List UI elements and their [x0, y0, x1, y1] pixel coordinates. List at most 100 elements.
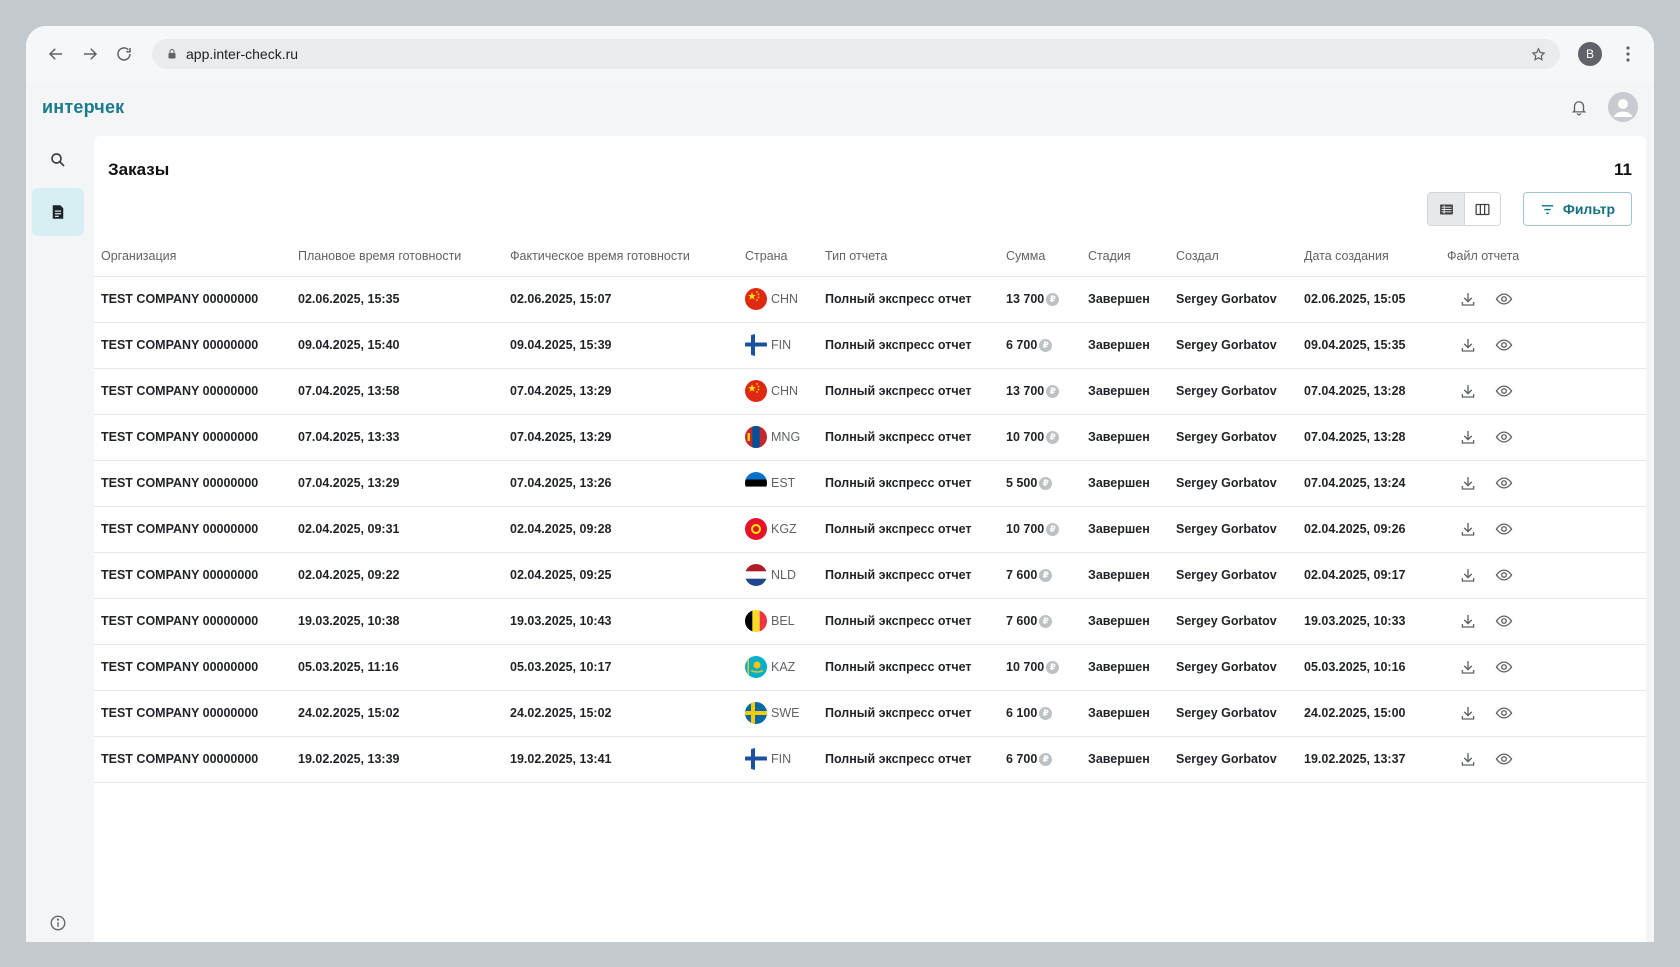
browser-menu-icon[interactable]: [1618, 46, 1638, 62]
bookmark-star-icon[interactable]: [1531, 46, 1546, 62]
cell-created-at: 09.04.2025, 15:35: [1297, 321, 1440, 368]
cell-sum: 10 700 ₽: [999, 643, 1081, 690]
download-icon[interactable]: [1459, 566, 1477, 584]
table-row[interactable]: TEST COMPANY 00000000 19.02.2025, 13:39 19…: [94, 735, 1646, 783]
cell-created-at: 02.04.2025, 09:17: [1297, 551, 1440, 598]
table-row[interactable]: TEST COMPANY 00000000 24.02.2025, 15:02 24…: [94, 689, 1646, 736]
download-icon[interactable]: [1459, 612, 1477, 630]
sum-value: 10 700: [1006, 430, 1045, 444]
eye-icon[interactable]: [1495, 520, 1513, 538]
table-row[interactable]: TEST COMPANY 00000000 07.04.2025, 13:58 07…: [94, 367, 1646, 414]
est-flag-icon: [745, 472, 767, 494]
col-header-country[interactable]: Страна: [745, 248, 788, 263]
cell-country: KGZ: [738, 505, 818, 552]
cell-planned: 07.04.2025, 13:33: [291, 413, 503, 460]
table-row[interactable]: TEST COMPANY 00000000 02.04.2025, 09:31 02…: [94, 505, 1646, 552]
columns-view-icon[interactable]: [1464, 193, 1500, 225]
col-header-org[interactable]: Организация: [101, 248, 177, 263]
app-logo[interactable]: интерчек: [42, 96, 125, 117]
sum-value: 13 700: [1006, 292, 1045, 306]
table-row[interactable]: TEST COMPANY 00000000 19.03.2025, 10:38 19…: [94, 597, 1646, 644]
country-code: FIN: [771, 752, 792, 766]
col-header-stage[interactable]: Стадия: [1088, 248, 1131, 263]
cell-stage: Завершен: [1081, 413, 1169, 460]
cell-created-by: Sergey Gorbatov: [1169, 551, 1297, 598]
eye-icon[interactable]: [1495, 474, 1513, 492]
browser-profile-avatar[interactable]: B: [1578, 42, 1602, 66]
cell-planned: 19.02.2025, 13:39: [291, 735, 503, 783]
sum-value: 13 700: [1006, 384, 1045, 398]
eye-icon[interactable]: [1495, 750, 1513, 768]
cell-country: EST: [738, 459, 818, 506]
cell-actual: 07.04.2025, 13:29: [503, 413, 738, 460]
eye-icon[interactable]: [1495, 428, 1513, 446]
download-icon[interactable]: [1459, 474, 1477, 492]
back-icon[interactable]: [42, 40, 70, 68]
eye-icon[interactable]: [1495, 336, 1513, 354]
col-header-report-type[interactable]: Тип отчета: [825, 248, 888, 263]
col-header-sum[interactable]: Сумма: [1006, 248, 1046, 263]
ruble-coin-icon: ₽: [1039, 614, 1053, 628]
col-header-planned[interactable]: Плановое время готовности: [298, 248, 462, 263]
info-icon[interactable]: [49, 914, 67, 932]
download-icon[interactable]: [1459, 750, 1477, 768]
cell-actual: 07.04.2025, 13:29: [503, 367, 738, 414]
filter-icon: [1540, 202, 1555, 217]
forward-icon[interactable]: [76, 40, 104, 68]
cell-country: BEL: [738, 597, 818, 644]
col-header-created-at[interactable]: Дата создания: [1304, 248, 1389, 263]
download-icon[interactable]: [1459, 336, 1477, 354]
list-view-icon[interactable]: [1428, 193, 1464, 225]
address-bar[interactable]: app.inter-check.ru: [152, 39, 1560, 69]
eye-icon[interactable]: [1495, 704, 1513, 722]
cell-file: [1440, 413, 1646, 460]
user-avatar[interactable]: [1608, 92, 1638, 122]
eye-icon[interactable]: [1495, 566, 1513, 584]
cell-created-by: Sergey Gorbatov: [1169, 735, 1297, 783]
download-icon[interactable]: [1459, 704, 1477, 722]
cell-stage: Завершен: [1081, 689, 1169, 736]
col-header-created-by[interactable]: Создал: [1176, 248, 1219, 263]
cell-org: TEST COMPANY 00000000: [94, 735, 291, 783]
col-header-actual[interactable]: Фактическое время готовности: [510, 248, 690, 263]
ruble-coin-icon: ₽: [1046, 430, 1060, 444]
table-row[interactable]: TEST COMPANY 00000000 02.04.2025, 09:22 02…: [94, 551, 1646, 598]
cell-file: [1440, 321, 1646, 368]
sum-value: 7 600: [1006, 614, 1038, 628]
download-icon[interactable]: [1459, 428, 1477, 446]
notifications-bell-icon[interactable]: [1570, 98, 1588, 116]
download-icon[interactable]: [1459, 520, 1477, 538]
cell-actual: 02.04.2025, 09:28: [503, 505, 738, 552]
page-title: Заказы: [108, 160, 170, 179]
cell-stage: Завершен: [1081, 321, 1169, 368]
country-code: SWE: [771, 706, 800, 720]
download-icon[interactable]: [1459, 290, 1477, 308]
table-row[interactable]: TEST COMPANY 00000000 07.04.2025, 13:33 07…: [94, 413, 1646, 460]
table-row[interactable]: TEST COMPANY 00000000 02.06.2025, 15:35 02…: [94, 275, 1646, 322]
cell-created-by: Sergey Gorbatov: [1169, 413, 1297, 460]
ruble-coin-icon: ₽: [1039, 338, 1053, 352]
table-row[interactable]: TEST COMPANY 00000000 05.03.2025, 11:16 05…: [94, 643, 1646, 690]
cell-sum: 6 700 ₽: [999, 735, 1081, 783]
cell-planned: 02.04.2025, 09:22: [291, 551, 503, 598]
table-row[interactable]: TEST COMPANY 00000000 09.04.2025, 15:40 09…: [94, 321, 1646, 368]
eye-icon[interactable]: [1495, 290, 1513, 308]
eye-icon[interactable]: [1495, 658, 1513, 676]
reload-icon[interactable]: [110, 40, 138, 68]
eye-icon[interactable]: [1495, 612, 1513, 630]
download-icon[interactable]: [1459, 382, 1477, 400]
sum-value: 5 500: [1006, 476, 1038, 490]
cell-country: CHN: [738, 367, 818, 414]
cell-stage: Завершен: [1081, 643, 1169, 690]
eye-icon[interactable]: [1495, 382, 1513, 400]
search-icon[interactable]: [32, 136, 84, 184]
download-icon[interactable]: [1459, 658, 1477, 676]
cell-report-type: Полный экспресс отчет: [818, 643, 999, 690]
chn-flag-icon: [745, 380, 767, 402]
country-code: NLD: [771, 568, 797, 582]
cell-file: [1440, 689, 1646, 736]
cell-actual: 09.04.2025, 15:39: [503, 321, 738, 368]
orders-document-icon[interactable]: [32, 188, 84, 236]
table-row[interactable]: TEST COMPANY 00000000 07.04.2025, 13:29 07…: [94, 459, 1646, 506]
filter-button[interactable]: Фильтр: [1523, 192, 1632, 226]
